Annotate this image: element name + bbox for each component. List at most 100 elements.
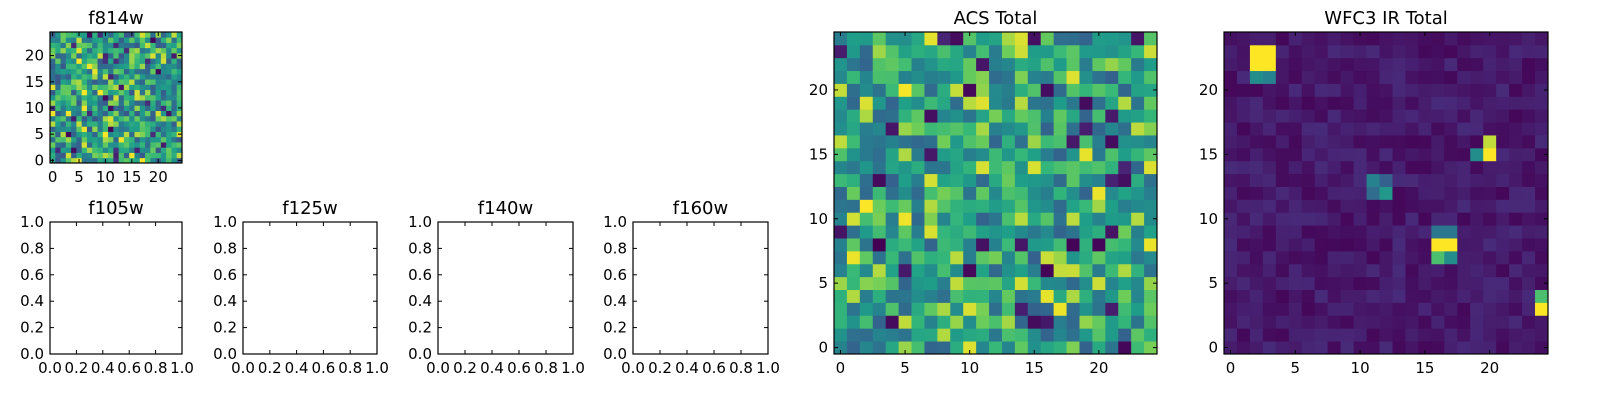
heatmap-cell	[160, 68, 167, 75]
heatmap-cell	[1224, 173, 1238, 187]
heatmap-cell	[859, 83, 874, 97]
heatmap-cell	[118, 68, 125, 75]
heatmap-cell	[1405, 289, 1419, 303]
heatmap-cell	[76, 110, 83, 117]
heatmap-cell	[129, 47, 135, 54]
heatmap-cell	[1249, 328, 1264, 342]
heatmap-cell	[872, 238, 887, 252]
x-tick-label: 0.8	[534, 359, 558, 377]
x-tick-label: 0.4	[91, 359, 115, 377]
heatmap-cell	[92, 63, 98, 70]
heatmap-cell	[1444, 199, 1458, 213]
heatmap-cell	[1470, 160, 1484, 175]
heatmap-cell	[1353, 199, 1367, 213]
heatmap-cell	[86, 84, 93, 91]
heatmap-cell	[1405, 32, 1419, 46]
heatmap-cell	[1224, 122, 1238, 136]
heatmap-cell	[1418, 212, 1432, 226]
heatmap-cell	[134, 152, 141, 159]
heatmap-cell	[1288, 83, 1303, 97]
heatmap-cell	[113, 100, 120, 106]
heatmap-cell	[976, 289, 990, 303]
heatmap-cell	[55, 110, 61, 117]
heatmap-cell	[1001, 135, 1016, 149]
heatmap-cell	[937, 32, 951, 46]
heatmap-cell	[1366, 199, 1380, 213]
heatmap-cell	[1470, 83, 1484, 97]
heatmap-cell	[1014, 57, 1029, 72]
heatmap-cell	[885, 147, 899, 162]
heatmap-cell	[1418, 135, 1432, 149]
heatmap-cell	[1483, 302, 1497, 316]
heatmap-cell	[937, 160, 951, 175]
heatmap-cell	[937, 186, 951, 200]
heatmap-cell	[872, 225, 887, 239]
heatmap-cell	[92, 110, 98, 117]
heatmap-cell	[60, 42, 67, 49]
heatmap-cell	[139, 147, 146, 153]
heatmap-cell	[937, 135, 951, 149]
heatmap-cell	[937, 212, 951, 226]
heatmap-cell	[1001, 160, 1016, 175]
heatmap-cell	[976, 122, 990, 136]
heatmap-cell	[1131, 302, 1145, 316]
heatmap-cell	[924, 238, 938, 252]
heatmap-cell	[1431, 225, 1445, 239]
heatmap-cell	[1105, 173, 1119, 187]
heatmap-cell	[924, 173, 938, 187]
heatmap-cell	[166, 68, 172, 75]
heatmap-cell	[1288, 147, 1303, 162]
heatmap-cell	[1001, 186, 1016, 200]
heatmap-cell	[963, 160, 977, 175]
heatmap-cell	[139, 42, 146, 49]
heatmap-cell	[123, 115, 130, 122]
heatmap-cell	[885, 199, 899, 213]
heatmap-cell	[989, 32, 1003, 46]
heatmap-cell	[1066, 122, 1080, 136]
heatmap-cell	[1301, 328, 1316, 342]
heatmap-cell	[859, 238, 874, 252]
heatmap-cell	[1236, 122, 1251, 136]
heatmap-cell	[81, 105, 88, 111]
heatmap-cell	[1105, 250, 1119, 265]
heatmap-cell	[937, 173, 951, 187]
heatmap-cell	[1079, 250, 1093, 265]
heatmap-cell	[834, 276, 848, 290]
heatmap-cell	[60, 58, 67, 64]
heatmap-cell	[872, 83, 887, 97]
heatmap-cell	[1001, 328, 1016, 342]
heatmap-cell	[1483, 263, 1497, 278]
heatmap-cell	[139, 136, 146, 143]
heatmap-cell	[60, 147, 67, 153]
heatmap-cell	[65, 115, 72, 122]
heatmap-cell	[1053, 135, 1067, 149]
heatmap-cell	[139, 37, 146, 43]
heatmap-cell	[71, 105, 77, 111]
heatmap-cell	[834, 238, 848, 252]
heatmap-cell	[71, 73, 77, 80]
heatmap-cell	[1131, 341, 1145, 355]
heatmap-cell	[1470, 250, 1484, 265]
heatmap-cell	[155, 73, 162, 80]
heatmap-cell	[937, 250, 951, 265]
heatmap-cell	[1340, 289, 1354, 303]
heatmap-cell	[1314, 44, 1329, 59]
heatmap-cell	[1027, 250, 1042, 265]
heatmap-cell	[1224, 70, 1238, 84]
heatmap-cell	[859, 70, 874, 84]
heatmap-cell	[1249, 83, 1264, 97]
heatmap-cell	[859, 289, 874, 303]
heatmap-cell	[160, 37, 167, 43]
heatmap-cell	[145, 100, 151, 106]
heatmap-cell	[65, 37, 72, 43]
heatmap-cell	[150, 32, 156, 38]
heatmap-cell	[1105, 276, 1119, 290]
heatmap-cell	[1418, 70, 1432, 84]
heatmap-cell	[1496, 328, 1510, 342]
heatmap-cell	[1431, 96, 1445, 110]
heatmap-cell	[1262, 186, 1277, 200]
heatmap-cell	[1457, 70, 1471, 84]
heatmap-cell	[1092, 225, 1106, 239]
heatmap-cell	[160, 79, 167, 85]
